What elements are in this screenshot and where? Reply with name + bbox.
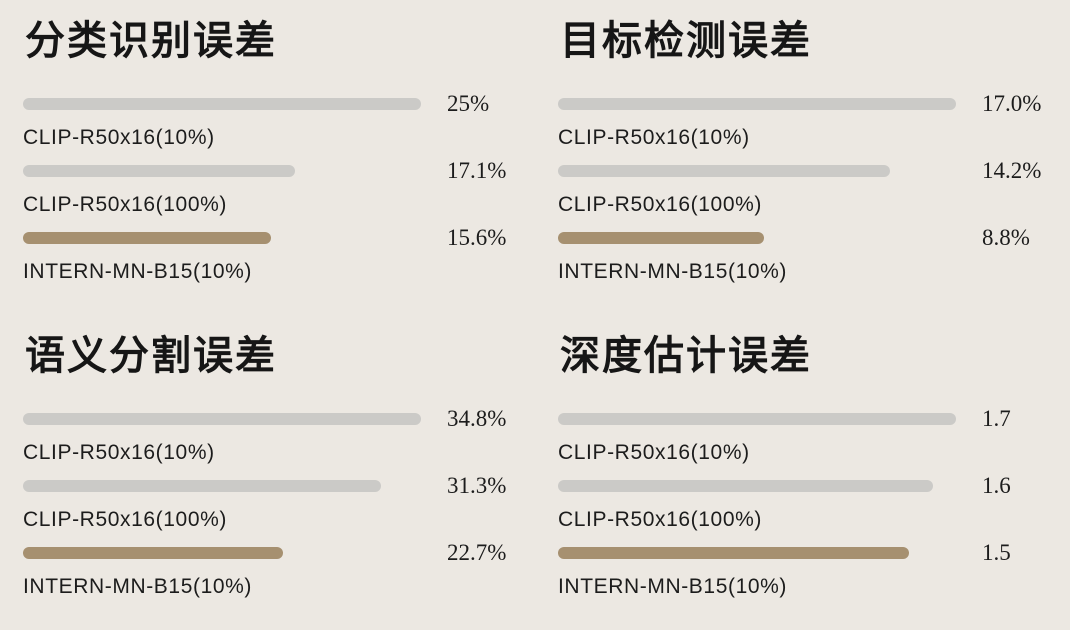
bar-fill [558, 413, 956, 425]
bar-fill [23, 480, 381, 492]
model-label: CLIP-R50x16(10%) [558, 126, 750, 149]
model-label: INTERN-MN-B15(10%) [23, 575, 252, 598]
bar-track [23, 413, 421, 425]
bar-track [23, 480, 421, 492]
bar-fill [558, 232, 765, 244]
bar-row: 17.0% [558, 91, 1070, 116]
model-label: INTERN-MN-B15(10%) [558, 575, 787, 598]
value-label: 34.8% [447, 406, 507, 431]
bar-track [558, 165, 956, 177]
bar-item: 17.0% CLIP-R50x16(10%) [558, 91, 1070, 150]
bar-track [558, 480, 956, 492]
bar-list: 17.0% CLIP-R50x16(10%) 14.2% CLIP-R50x16… [558, 91, 1070, 284]
bar-list: 25% CLIP-R50x16(10%) 17.1% CLIP-R50x16(1… [23, 91, 535, 284]
bar-track [558, 98, 956, 110]
bar-item: 22.7% INTERN-MN-B15(10%) [23, 540, 535, 599]
bar-row: 34.8% [23, 406, 535, 431]
bar-row: 1.5 [558, 540, 1070, 565]
bar-row: 17.1% [23, 158, 535, 183]
bar-track [558, 547, 956, 559]
bar-fill [558, 547, 910, 559]
bar-row: 22.7% [23, 540, 535, 565]
bar-row: 1.7 [558, 406, 1070, 431]
bar-item: 1.6 CLIP-R50x16(100%) [558, 473, 1070, 532]
bar-item: 1.5 INTERN-MN-B15(10%) [558, 540, 1070, 599]
bar-track [23, 547, 421, 559]
value-label: 22.7% [447, 540, 507, 565]
panel-classification-error: 分类识别误差 25% CLIP-R50x16(10%) [0, 0, 535, 315]
bar-item: 8.8% INTERN-MN-B15(10%) [558, 225, 1070, 284]
value-label: 8.8% [982, 225, 1030, 250]
bar-track [23, 165, 421, 177]
bar-track [23, 98, 421, 110]
bar-track [558, 413, 956, 425]
bar-row: 1.6 [558, 473, 1070, 498]
value-label: 17.1% [447, 158, 507, 183]
bar-fill [23, 165, 296, 177]
model-label: CLIP-R50x16(10%) [23, 441, 215, 464]
panel-title: 分类识别误差 [25, 18, 277, 63]
bar-row: 15.6% [23, 225, 535, 250]
bar-fill [23, 98, 421, 110]
bar-fill [23, 413, 421, 425]
bar-row: 31.3% [23, 473, 535, 498]
bar-item: 1.7 CLIP-R50x16(10%) [558, 406, 1070, 465]
model-label: INTERN-MN-B15(10%) [23, 260, 252, 283]
bar-item: 14.2% CLIP-R50x16(100%) [558, 158, 1070, 217]
model-label: CLIP-R50x16(100%) [23, 508, 227, 531]
bar-item: 15.6% INTERN-MN-B15(10%) [23, 225, 535, 284]
bar-item: 31.3% CLIP-R50x16(100%) [23, 473, 535, 532]
model-label: INTERN-MN-B15(10%) [558, 260, 787, 283]
value-label: 1.6 [982, 473, 1011, 498]
value-label: 14.2% [982, 158, 1042, 183]
bar-track [23, 232, 421, 244]
bar-fill [23, 547, 283, 559]
bar-list: 34.8% CLIP-R50x16(10%) 31.3% CLIP-R50x16… [23, 406, 535, 599]
bar-row: 8.8% [558, 225, 1070, 250]
panel-title: 语义分割误差 [25, 333, 277, 378]
model-label: CLIP-R50x16(10%) [558, 441, 750, 464]
bar-fill [558, 480, 933, 492]
panel-title: 目标检测误差 [560, 18, 812, 63]
bar-item: 25% CLIP-R50x16(10%) [23, 91, 535, 150]
bar-item: 34.8% CLIP-R50x16(10%) [23, 406, 535, 465]
model-label: CLIP-R50x16(100%) [558, 193, 762, 216]
bar-list: 1.7 CLIP-R50x16(10%) 1.6 CLIP-R50x16(100… [558, 406, 1070, 599]
model-label: CLIP-R50x16(10%) [23, 126, 215, 149]
value-label: 1.5 [982, 540, 1011, 565]
bar-fill [558, 98, 956, 110]
value-label: 15.6% [447, 225, 507, 250]
value-label: 17.0% [982, 91, 1042, 116]
panel-segmentation-error: 语义分割误差 34.8% CLIP-R50x16(10%) [0, 315, 535, 630]
bar-fill [558, 165, 891, 177]
bar-row: 25% [23, 91, 535, 116]
model-label: CLIP-R50x16(100%) [23, 193, 227, 216]
value-label: 25% [447, 91, 490, 116]
bar-row: 14.2% [558, 158, 1070, 183]
panel-title: 深度估计误差 [560, 333, 812, 378]
bar-fill [23, 232, 272, 244]
panel-detection-error: 目标检测误差 17.0% CLIP-R50x16(10%) [535, 0, 1070, 315]
value-label: 31.3% [447, 473, 507, 498]
bar-item: 17.1% CLIP-R50x16(100%) [23, 158, 535, 217]
model-label: CLIP-R50x16(100%) [558, 508, 762, 531]
panel-depth-error: 深度估计误差 1.7 CLIP-R50x16(10%) [535, 315, 1070, 630]
value-label: 1.7 [982, 406, 1011, 431]
bar-track [558, 232, 956, 244]
